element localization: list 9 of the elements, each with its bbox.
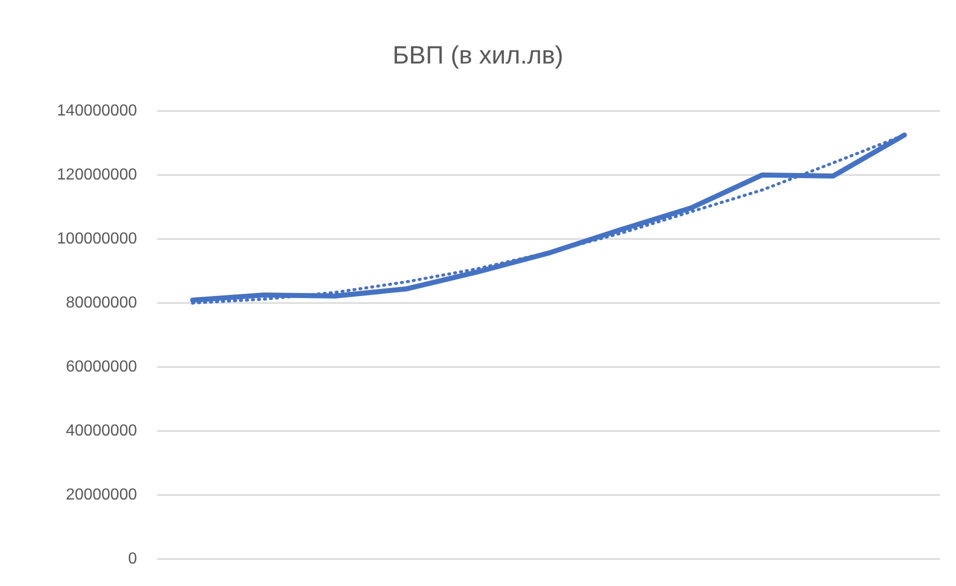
y-tick-label: 0 <box>128 550 138 568</box>
y-tick-label: 140000000 <box>56 102 138 120</box>
y-tick-label: 120000000 <box>56 166 138 184</box>
y-tick-label: 80000000 <box>66 294 138 312</box>
y-tick-label: 60000000 <box>66 358 138 376</box>
y-tick-label: 40000000 <box>66 422 138 440</box>
y-tick-label: 20000000 <box>66 486 138 504</box>
chart-title: БВП (в хил.лв) <box>392 42 564 70</box>
y-tick-label: 100000000 <box>56 230 138 248</box>
